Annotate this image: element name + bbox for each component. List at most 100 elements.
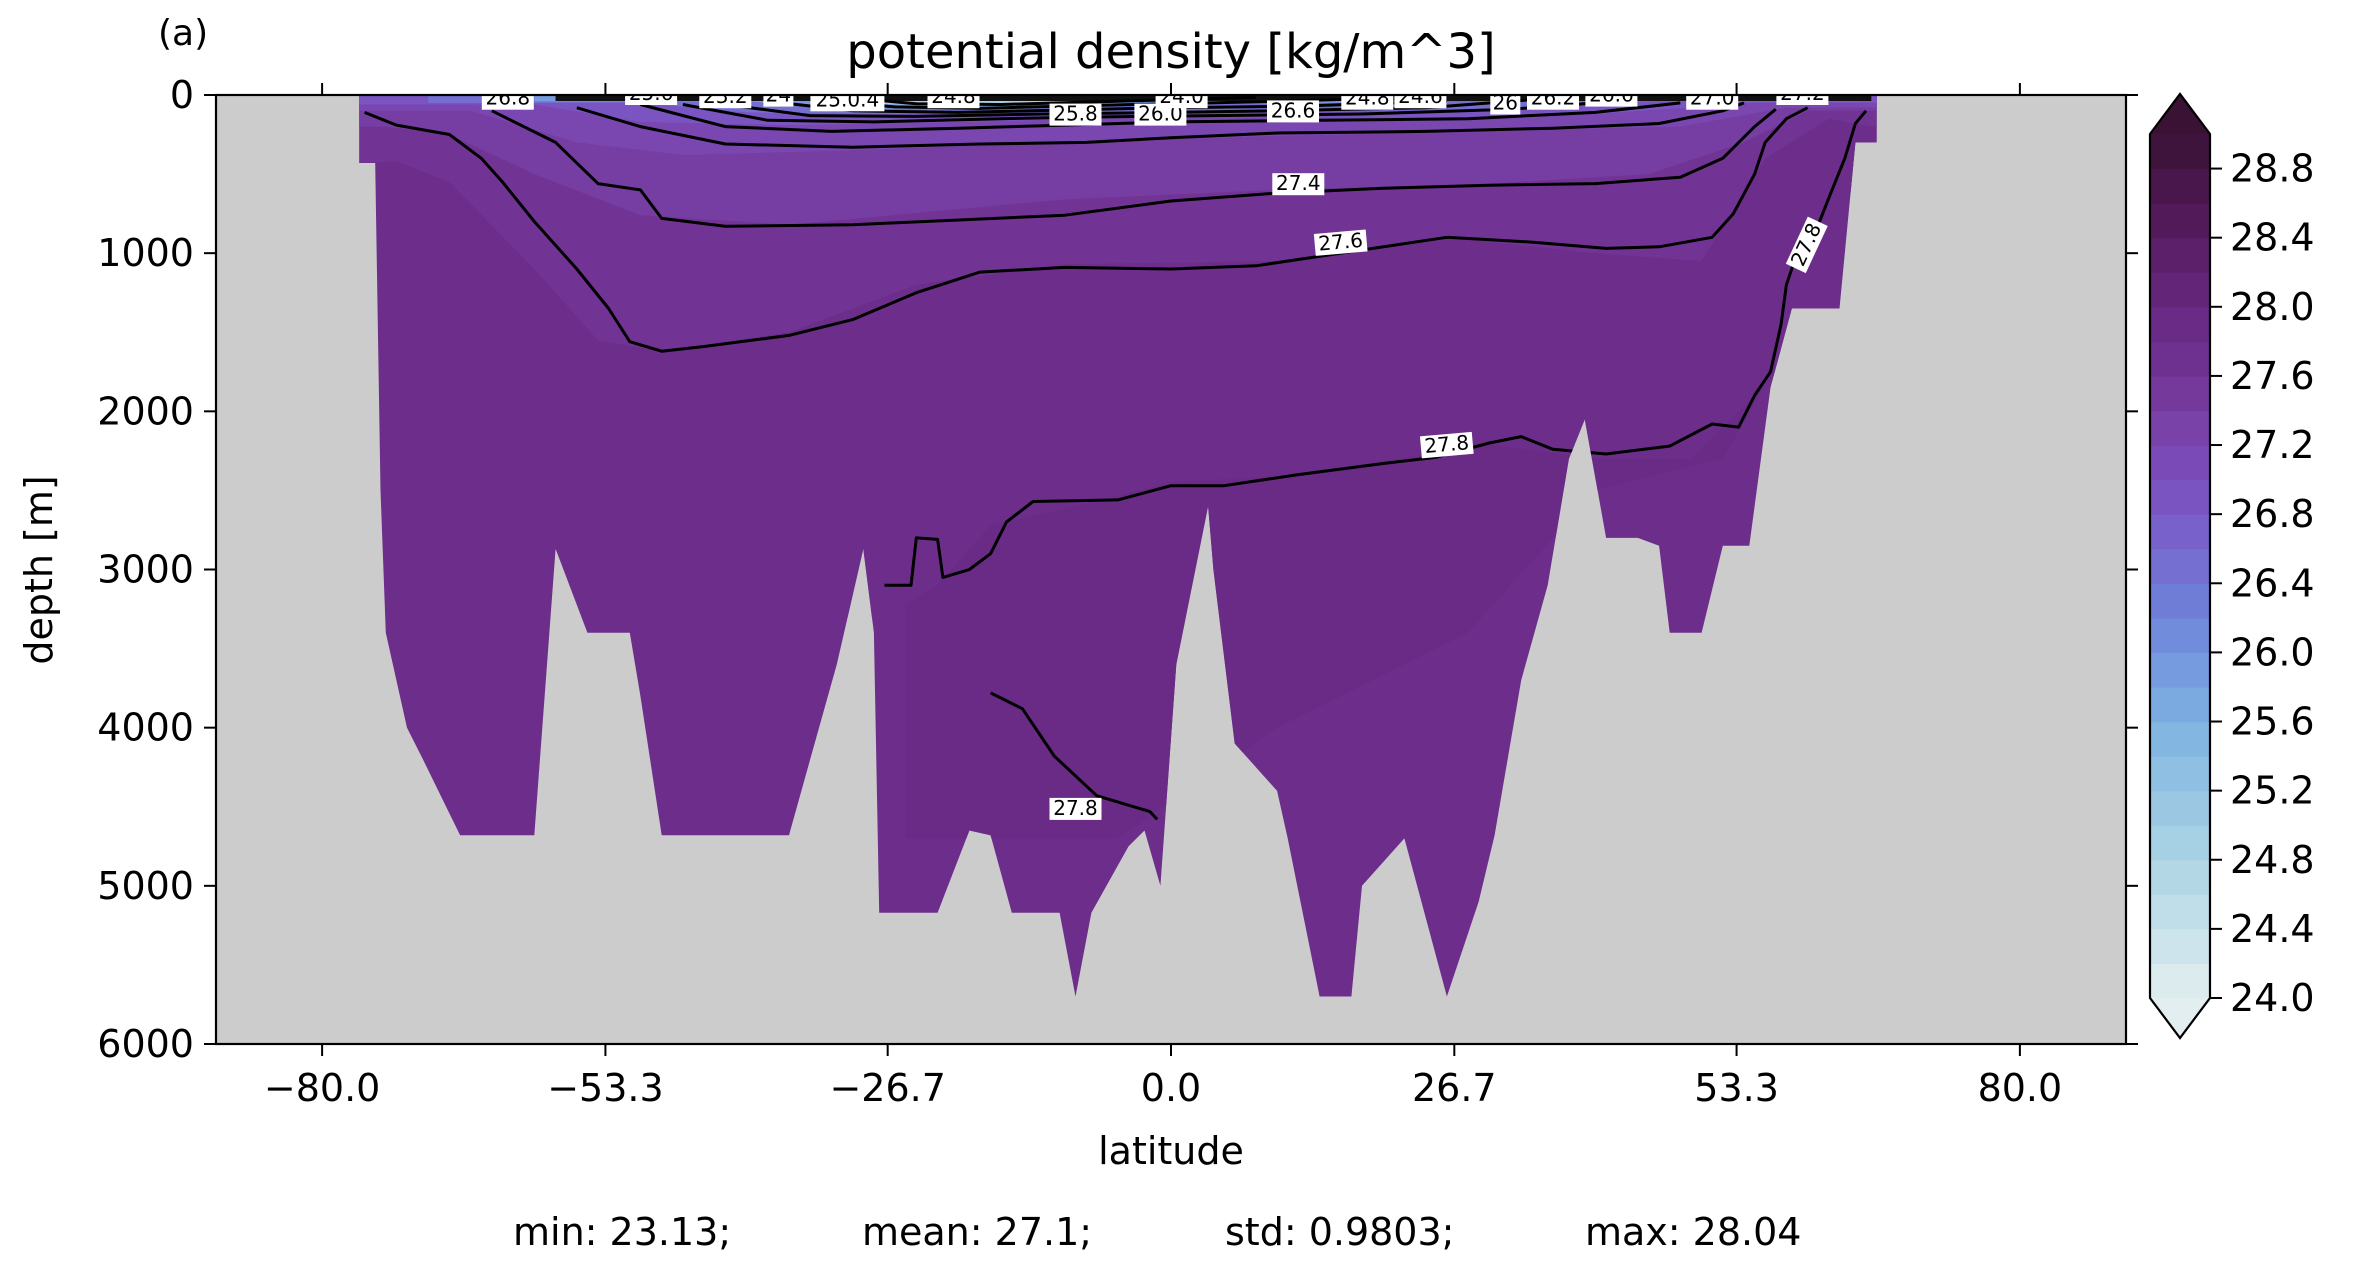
stat-mean: mean: 27.1; bbox=[862, 1210, 1093, 1254]
svg-text:27.2: 27.2 bbox=[1780, 81, 1825, 105]
contour-label: 27.0 bbox=[1686, 86, 1739, 110]
y-axis: 0 1000 2000 3000 4000 5000 6000 bbox=[97, 73, 2138, 1066]
colorbar-segment bbox=[2150, 686, 2210, 723]
contour-label: 26.6 bbox=[1267, 98, 1319, 123]
contour-label: 24.6 bbox=[1394, 84, 1447, 109]
chart-title: potential density [kg/m^3] bbox=[846, 24, 1495, 80]
x-tick-label: −26.7 bbox=[829, 1066, 945, 1110]
contour-label: 24 bbox=[763, 95, 794, 107]
contour-label: 26.0 bbox=[1134, 102, 1187, 126]
y-tick-label: 2000 bbox=[97, 389, 194, 433]
svg-text:25.8: 25.8 bbox=[1053, 102, 1098, 126]
y-tick-label: 6000 bbox=[97, 1022, 194, 1066]
x-tick-label: −80.0 bbox=[264, 1066, 380, 1110]
y-tick-label: 0 bbox=[170, 73, 194, 117]
colorbar-segment bbox=[2150, 963, 2210, 999]
contour-label: 24.8 bbox=[927, 84, 980, 109]
svg-text:26.6: 26.6 bbox=[1589, 83, 1634, 107]
x-tick-label: −53.3 bbox=[547, 1066, 663, 1110]
contour-line bbox=[640, 101, 1681, 133]
colorbar-tick-label: 28.4 bbox=[2230, 216, 2315, 260]
colorbar-tick-label: 26.0 bbox=[2230, 630, 2315, 674]
x-axis: −80.0 −53.3 −26.7 0.0 26.7 53.3 80.0 bbox=[264, 83, 2062, 1110]
svg-text:26.2: 26.2 bbox=[1531, 86, 1576, 110]
colorbar-tick-label: 27.2 bbox=[2230, 423, 2315, 467]
contour-label: 27.4 bbox=[1272, 171, 1325, 196]
contour-label: 26 bbox=[1490, 91, 1521, 115]
colorbar-tick-label: 28.8 bbox=[2230, 147, 2315, 191]
colorbar-segment bbox=[2150, 721, 2210, 757]
contour-label: 27.8 bbox=[1049, 796, 1102, 820]
colorbar-segment bbox=[2150, 375, 2210, 412]
x-tick-label: 26.7 bbox=[1412, 1066, 1497, 1110]
svg-text:25.0.4: 25.0.4 bbox=[816, 87, 880, 111]
colorbar-tick-label: 26.4 bbox=[2230, 561, 2315, 605]
svg-text:27.0: 27.0 bbox=[1690, 86, 1735, 110]
colorbar-segment bbox=[2150, 894, 2210, 930]
svg-text:27.4: 27.4 bbox=[1276, 171, 1321, 195]
svg-text:26: 26 bbox=[1493, 91, 1518, 115]
contour-label: 25.8 bbox=[1049, 102, 1102, 126]
contour-label-layer: 26.8 25.6 23.2 24 25.0.4 24.8 25.8 26.024.0 26.6… bbox=[481, 81, 1829, 820]
contour-label: 27.2 bbox=[1776, 81, 1829, 105]
contour-line bbox=[491, 108, 1777, 228]
colorbar-segment bbox=[2150, 479, 2210, 515]
colorbar-segment bbox=[2150, 756, 2210, 792]
contour-label: 26.2 bbox=[1527, 86, 1579, 110]
y-tick-label: 4000 bbox=[97, 706, 194, 750]
colorbar-segment bbox=[2150, 514, 2210, 550]
stat-max: max: 28.04 bbox=[1585, 1210, 1802, 1254]
svg-text:24.8: 24.8 bbox=[1345, 86, 1390, 110]
y-tick-label: 3000 bbox=[97, 548, 194, 592]
colorbar-segment bbox=[2150, 583, 2210, 619]
stat-std: std: 0.9803; bbox=[1225, 1210, 1455, 1254]
colorbar: 24.0 24.4 24.8 25.2 25.6 26.0 26.4 26.8 27.2 27.6… bbox=[2148, 92, 2315, 1040]
colorbar-segment bbox=[2150, 790, 2210, 826]
colorbar-segment bbox=[2150, 652, 2210, 688]
contour-label: 27.6 bbox=[1313, 228, 1368, 256]
colorbar-tick-label: 24.0 bbox=[2230, 976, 2315, 1020]
colorbar-segment bbox=[2150, 825, 2210, 861]
colorbar-segment bbox=[2150, 134, 2210, 170]
colorbar-segment bbox=[2150, 306, 2210, 342]
colorbar-tick-label: 25.2 bbox=[2230, 769, 2315, 813]
x-tick-label: 0.0 bbox=[1141, 1066, 1201, 1110]
contour-line bbox=[364, 106, 1809, 353]
y-tick-label: 5000 bbox=[97, 864, 194, 908]
svg-text:26.6: 26.6 bbox=[1271, 98, 1316, 122]
colorbar-extend-min bbox=[2150, 998, 2210, 1038]
y-tick-label: 1000 bbox=[97, 231, 194, 275]
colorbar-segment bbox=[2150, 341, 2210, 377]
contour-line bbox=[576, 101, 1745, 149]
colorbar-tick-label: 24.4 bbox=[2230, 907, 2315, 951]
svg-text:23.2: 23.2 bbox=[703, 84, 748, 108]
plot-content: 26.8 25.6 23.2 24 25.0.4 24.8 25.8 26.024.0 26.6… bbox=[359, 81, 1877, 997]
svg-text:24.0: 24.0 bbox=[1159, 84, 1204, 108]
stats-row: min: 23.13; mean: 27.1; std: 0.9803; max… bbox=[0, 1200, 2362, 1260]
contour-line bbox=[989, 691, 1159, 821]
colorbar-segment bbox=[2150, 445, 2210, 481]
contour-label: 24.0 bbox=[1155, 84, 1208, 109]
colorbar-tick-label: 26.8 bbox=[2230, 492, 2315, 536]
colorbar-segment bbox=[2150, 410, 2210, 446]
colorbar-segment bbox=[2150, 859, 2210, 895]
x-axis-label: latitude bbox=[1098, 1129, 1244, 1173]
contour-label: 25.0.4 bbox=[810, 87, 885, 112]
svg-text:24.8: 24.8 bbox=[931, 84, 976, 108]
colorbar-segment bbox=[2150, 272, 2210, 308]
contour-label: 25.6 bbox=[625, 81, 678, 105]
svg-text:27.8: 27.8 bbox=[1423, 430, 1469, 458]
x-tick-label: 80.0 bbox=[1978, 1066, 2063, 1110]
contour-label: 23.2 bbox=[699, 84, 752, 109]
contour-label: 27.8 bbox=[1419, 430, 1474, 459]
colorbar-segment bbox=[2150, 617, 2210, 653]
svg-text:26.8: 26.8 bbox=[486, 86, 531, 110]
contour-label: 24.8 bbox=[1341, 86, 1394, 110]
stat-min: min: 23.13; bbox=[513, 1210, 732, 1254]
svg-text:24.6: 24.6 bbox=[1398, 84, 1443, 108]
colorbar-segment bbox=[2150, 168, 2210, 204]
colorbar-extend-max bbox=[2150, 94, 2210, 134]
svg-text:25.6: 25.6 bbox=[629, 81, 674, 105]
colorbar-segment bbox=[2150, 548, 2210, 584]
